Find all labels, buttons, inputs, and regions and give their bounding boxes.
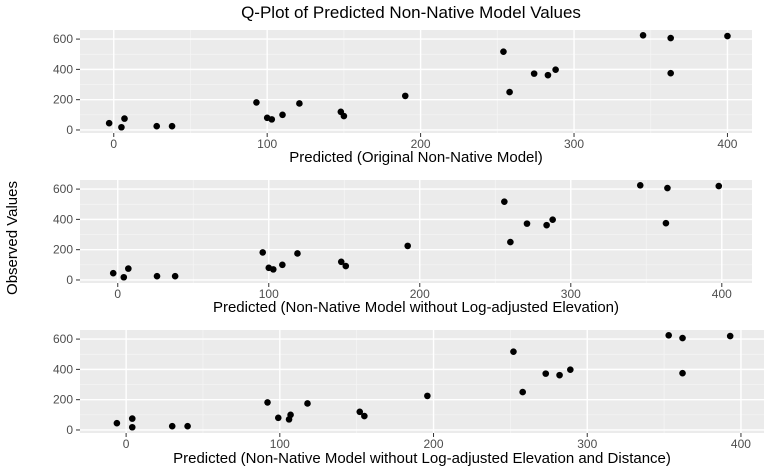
panel-2-data-point: [404, 242, 411, 250]
y-axis-title: Observed Values: [4, 181, 21, 295]
panel-1-tick-label-x: 0: [110, 137, 117, 151]
panel-2-data-point: [294, 250, 301, 257]
panel-3-tick-label-x: 300: [577, 437, 597, 451]
panel-3-tick-label-y: 600: [53, 332, 73, 346]
panel-1-x-axis-title: Predicted (Original Non-Native Model): [289, 149, 542, 166]
panel-2-tick-label-y: 600: [53, 182, 73, 196]
chart-title: Q-Plot of Predicted Non-Native Model Val…: [241, 3, 581, 22]
panel-2-data-point: [125, 265, 132, 272]
panel-1-data-point: [105, 119, 113, 127]
panel-1-data-point: [530, 70, 538, 77]
panel-2-data-point: [279, 261, 286, 269]
panel-3-data-point: [274, 414, 282, 422]
panel-2-data-point: [662, 219, 670, 227]
panel-2-data-point: [171, 272, 179, 280]
panel-3-data-point: [542, 370, 550, 377]
panel-2-tick-label-y: 0: [66, 273, 73, 287]
panel-2-data-point: [337, 258, 345, 266]
panel-3-data-point: [356, 408, 364, 416]
panel-1-tick-label-y: 0: [66, 123, 73, 137]
panel-2-x-axis-title: Predicted (Non-Native Model without Log-…: [213, 299, 619, 316]
panel-1-data-point: [296, 100, 303, 107]
panel-1-data-point: [506, 88, 513, 96]
panel-3-data-point: [726, 332, 734, 340]
panel-1-data-point: [153, 122, 161, 130]
panel-3-data-point: [113, 419, 121, 427]
panel-3-tick-label-x: 200: [424, 437, 444, 451]
panel-3-tick-label-x: 0: [123, 437, 130, 451]
panel-1-data-point: [639, 32, 647, 39]
panel-2-tick-label-x: 0: [114, 287, 121, 301]
panel-3-background: [80, 330, 764, 433]
panel-1-data-point: [724, 32, 731, 40]
panel-2-data-point: [549, 216, 556, 223]
panel-1-data-point: [279, 111, 286, 119]
panel-3-data-point: [519, 388, 526, 396]
panel-3-data-point: [184, 422, 191, 430]
panel-2-data-point: [120, 273, 128, 281]
panel-3-data-point: [264, 399, 271, 406]
panel-3-data-point: [168, 422, 176, 430]
panel-2-tick-label-x: 100: [259, 287, 279, 301]
panel-1-tick-label-y: 600: [53, 32, 73, 46]
panel-1-tick-label-y: 400: [53, 62, 73, 76]
panel-2-data-point: [507, 238, 514, 246]
panel-3-data-point: [424, 392, 431, 400]
panel-3-data-point: [679, 369, 686, 377]
panel-3-data-point: [567, 366, 574, 373]
panel-1-data-point: [121, 115, 128, 122]
panel-1-data-point: [544, 71, 552, 79]
panel-3-data-point: [665, 332, 673, 339]
panel-3-data-point: [556, 371, 563, 379]
panel-2-data-point: [259, 249, 267, 256]
panel-1-data-point: [168, 122, 176, 130]
panel-1-tick-label-x: 200: [411, 137, 431, 151]
panel-3-x-axis-title: Predicted (Non-Native Model without Log-…: [173, 450, 671, 467]
panel-2-data-point: [342, 262, 350, 270]
panel-3-data-point: [679, 334, 686, 342]
panel-2-data-point: [664, 184, 671, 192]
panel-2-data-point: [501, 198, 508, 205]
panel-1-data-point: [340, 112, 348, 120]
panel-2-data-point: [636, 182, 644, 189]
panel-1-data-point: [401, 92, 409, 100]
panel-3-tick-label-x: 100: [270, 437, 290, 451]
panel-3-tick-label-y: 200: [53, 393, 73, 407]
panel-1-tick-label-x: 400: [717, 137, 737, 151]
panel-1-tick-label-y: 200: [53, 93, 73, 107]
panel-3-data-point: [128, 423, 136, 431]
panel-3-data-point: [287, 411, 294, 419]
panel-3-data-point: [128, 415, 136, 422]
panel-2-tick-label-x: 300: [561, 287, 581, 301]
panel-1-data-point: [118, 123, 125, 131]
panel-2-tick-label-y: 400: [53, 212, 73, 226]
panel-2-data-point: [715, 182, 723, 190]
panel-2-background: [80, 180, 752, 283]
panel-1-data-point: [667, 69, 674, 77]
panel-3-data-point: [304, 400, 311, 407]
panel-1-tick-label-x: 100: [257, 137, 277, 151]
panel-2-data-point: [109, 269, 117, 277]
panel-2-data-point: [543, 221, 550, 229]
panel-2-data-point: [269, 266, 277, 273]
panel-1-data-point: [268, 116, 276, 123]
panel-1-data-point: [552, 66, 559, 73]
panel-2-data-point: [523, 220, 531, 227]
panel-2-data-point: [153, 272, 161, 280]
panel-1-data-point: [253, 99, 260, 106]
panel-2-tick-label-x: 400: [712, 287, 732, 301]
panel-3-tick-label-y: 0: [66, 423, 73, 437]
panel-3-data-point: [510, 348, 517, 355]
panel-3-tick-label-x: 400: [731, 437, 751, 451]
panel-3-tick-label-y: 400: [53, 362, 73, 376]
panel-1-background: [80, 30, 752, 133]
panel-1-tick-label-x: 300: [564, 137, 584, 151]
panel-3-data-point: [361, 412, 368, 420]
panel-2-tick-label-y: 200: [53, 243, 73, 257]
panel-2-tick-label-x: 200: [410, 287, 430, 301]
panel-1-data-point: [667, 34, 674, 42]
panel-1-data-point: [500, 48, 507, 55]
